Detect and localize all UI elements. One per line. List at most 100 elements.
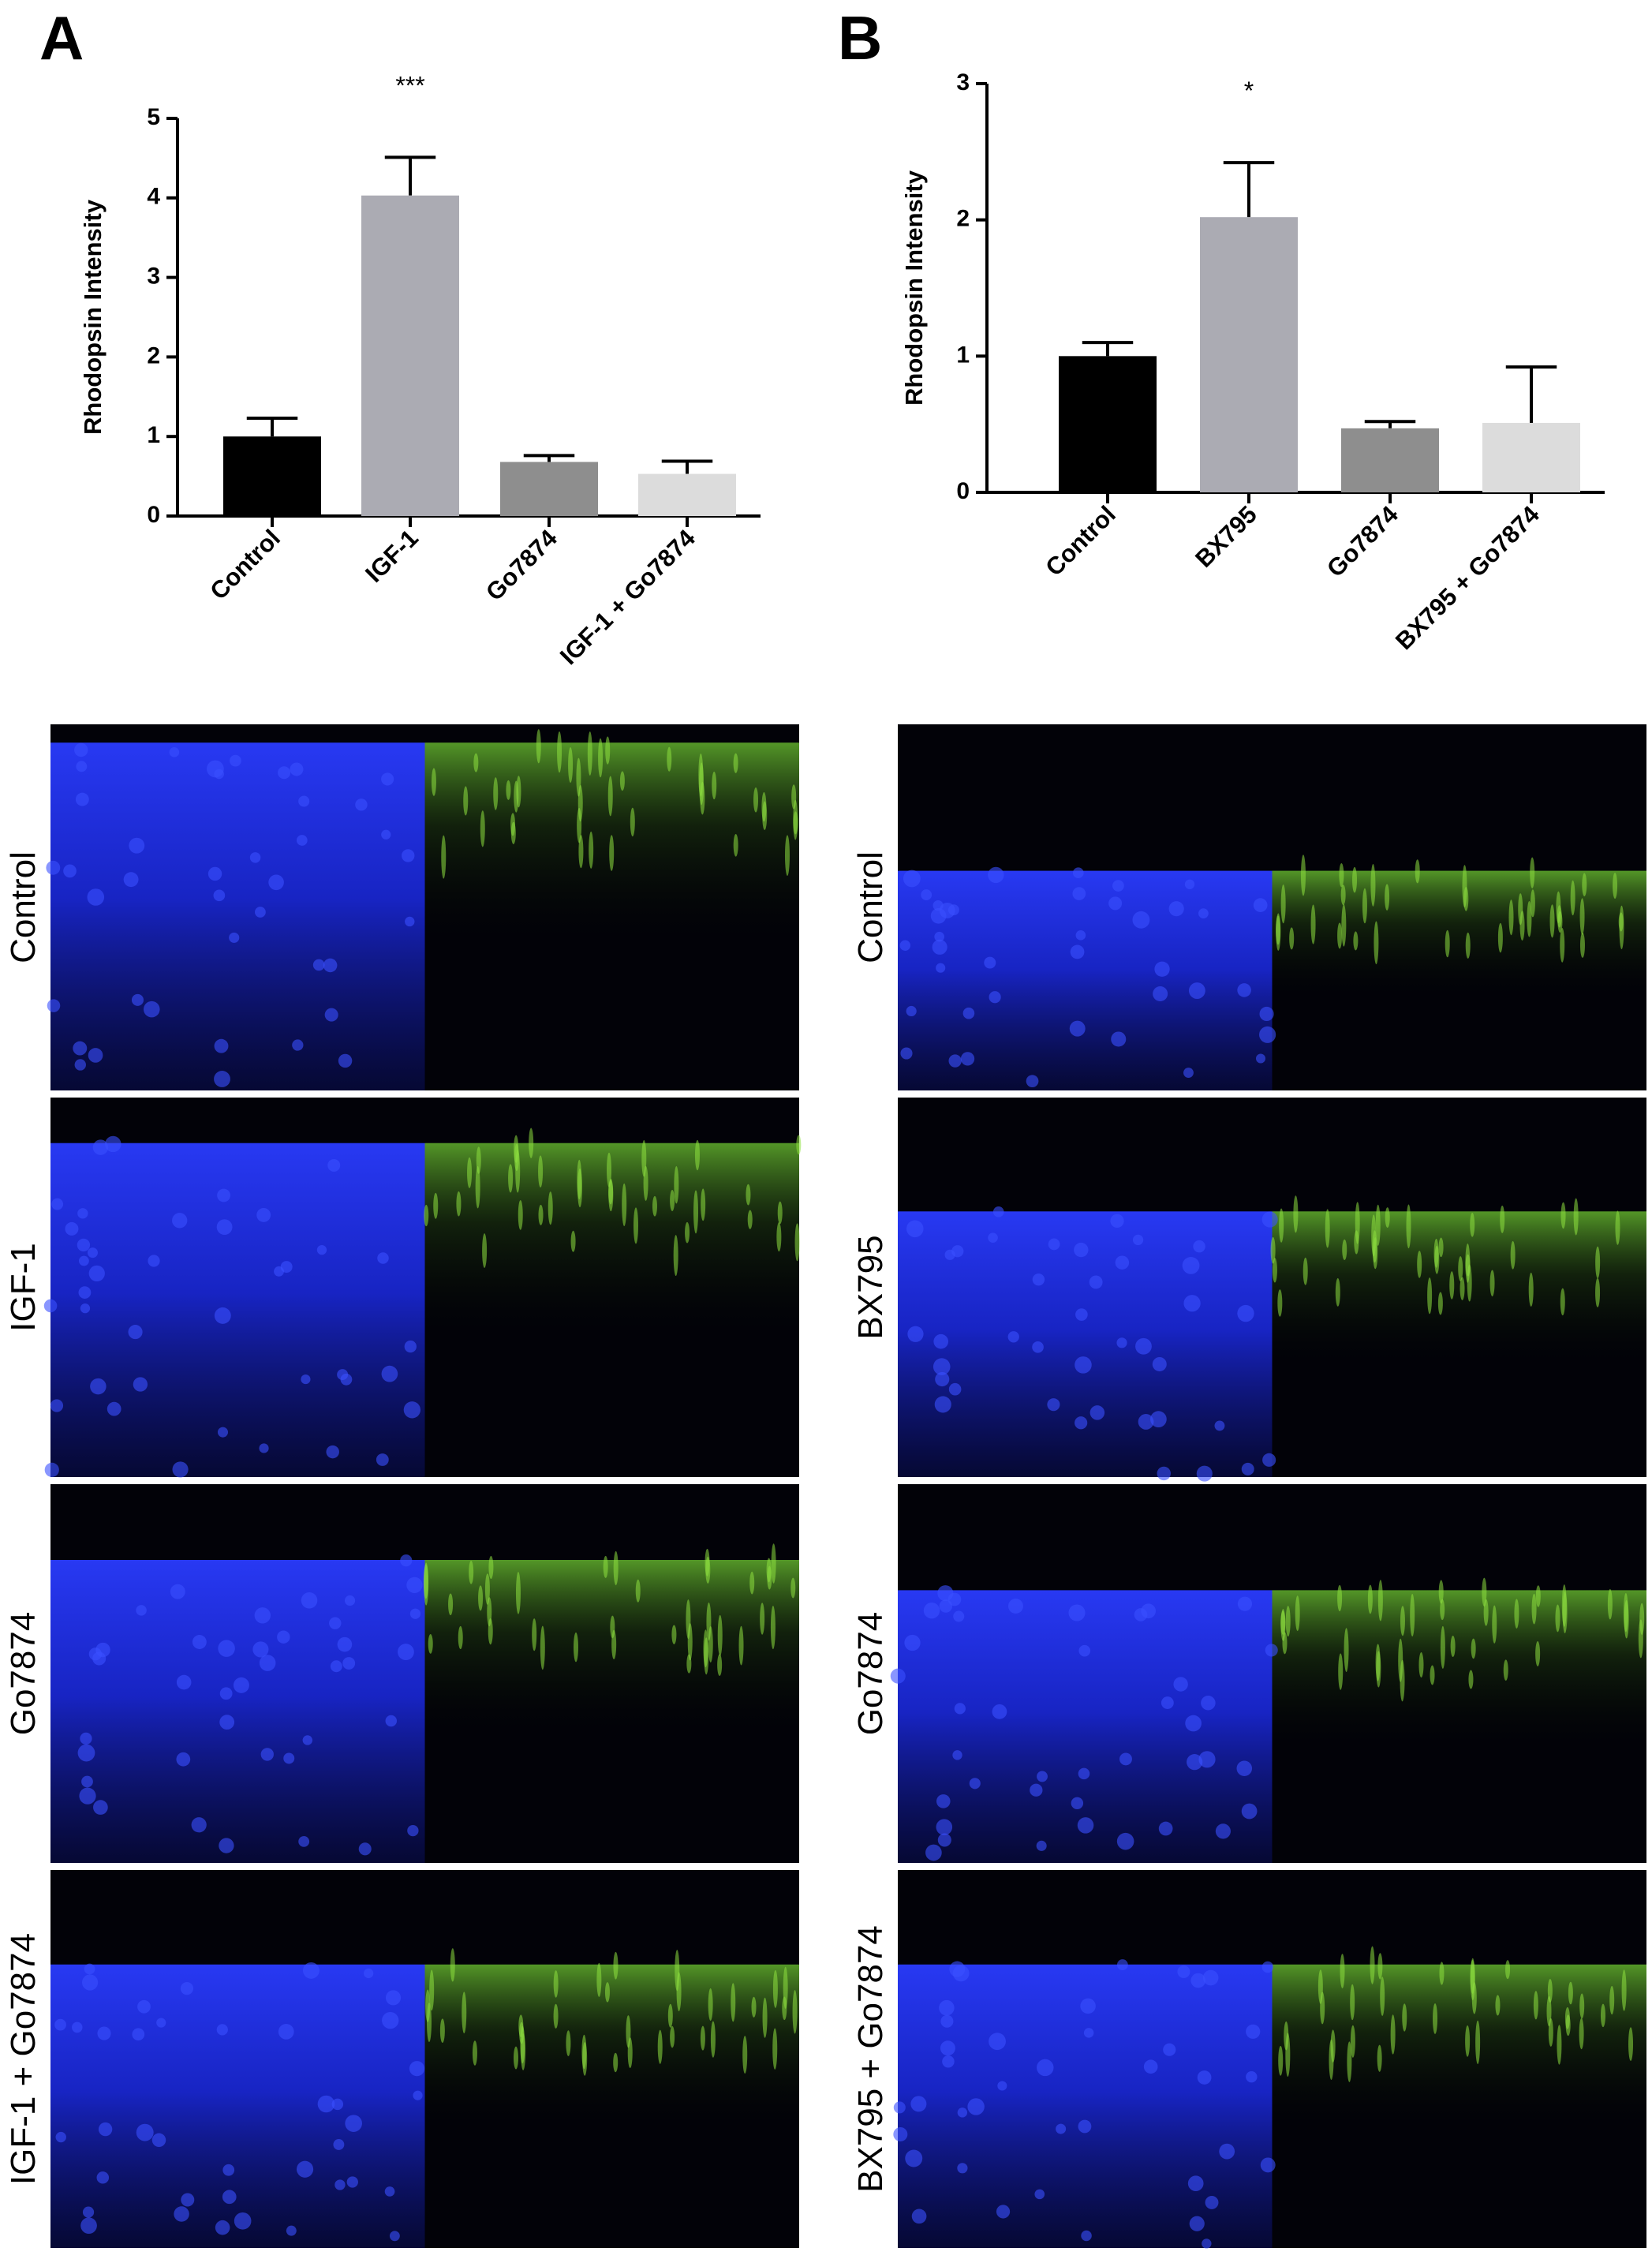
- rod: [493, 777, 499, 810]
- rod: [1628, 2027, 1634, 2061]
- nucleus: [222, 2190, 237, 2205]
- nucleus: [1034, 2189, 1045, 2200]
- rod: [1352, 866, 1358, 893]
- nucleus: [345, 2115, 362, 2132]
- nucleus: [1259, 1026, 1276, 1043]
- rod: [733, 753, 738, 773]
- rod: [1557, 2025, 1562, 2065]
- rod: [1495, 1995, 1501, 2016]
- nucleus: [402, 849, 415, 862]
- nucleus: [233, 1677, 249, 1693]
- rod: [1344, 1628, 1349, 1672]
- nucleus: [1201, 1696, 1216, 1711]
- rod: [557, 731, 563, 773]
- nucleus: [1056, 2123, 1067, 2134]
- rod: [1579, 932, 1585, 958]
- nucleus: [1070, 944, 1085, 959]
- nucleus: [1077, 1817, 1094, 1834]
- nucleus: [381, 829, 391, 840]
- rod: [1503, 1659, 1508, 1681]
- rod: [548, 1191, 553, 1225]
- nucleus: [1032, 1273, 1045, 1286]
- rod: [613, 1550, 619, 1586]
- nucleus: [1198, 908, 1209, 918]
- rod: [670, 1190, 675, 1211]
- nucleus: [55, 2131, 66, 2143]
- rod: [710, 2021, 716, 2058]
- nucleus: [957, 2163, 968, 2174]
- nucleus: [105, 1135, 121, 1153]
- nucleus: [1030, 1783, 1043, 1797]
- nucleus: [409, 1608, 421, 1619]
- rod: [570, 1230, 576, 1252]
- nucleus: [1135, 1337, 1152, 1355]
- rod: [746, 1184, 751, 1206]
- nucleus: [90, 1378, 107, 1395]
- rod: [738, 1625, 744, 1666]
- rod: [587, 731, 592, 776]
- rod: [1289, 927, 1295, 950]
- nucleus: [903, 870, 921, 888]
- rod: [1492, 1605, 1497, 1644]
- nuclei-layer: [50, 1143, 425, 1477]
- rod: [536, 729, 541, 764]
- rod: [1370, 863, 1376, 907]
- rod: [667, 2003, 673, 2028]
- nucleus: [181, 2193, 195, 2207]
- rod: [643, 1165, 648, 1201]
- nucleus: [1237, 1304, 1254, 1322]
- nucleus: [346, 2176, 358, 2188]
- nucleus: [932, 939, 947, 955]
- x-tick-label: Go7874: [480, 524, 563, 606]
- rod: [704, 1637, 709, 1675]
- micrograph: [898, 724, 1646, 1090]
- rod: [1335, 1277, 1340, 1307]
- nucleus: [296, 2160, 314, 2178]
- rod: [1373, 1237, 1378, 1270]
- row-label: BX795: [851, 1235, 890, 1339]
- nucleus: [376, 1453, 389, 1466]
- rod: [1367, 1584, 1373, 1614]
- nucleus: [77, 1744, 95, 1762]
- nucleus: [132, 2028, 145, 2041]
- nucleus: [88, 1265, 105, 1282]
- nucleus: [1037, 2059, 1054, 2077]
- rod: [598, 738, 604, 778]
- micrograph: [890, 1484, 1646, 1863]
- rod: [1370, 1946, 1375, 1984]
- nucleus: [906, 1005, 917, 1017]
- nucleus: [954, 1703, 966, 1715]
- nucleus: [156, 2018, 166, 2028]
- rod: [1463, 887, 1469, 911]
- nucleus: [1215, 1823, 1231, 1839]
- rod: [687, 1622, 693, 1661]
- nucleus: [1196, 1465, 1213, 1482]
- rod: [472, 2040, 477, 2066]
- micrograph: [898, 1098, 1646, 1482]
- nucleus: [1193, 1240, 1205, 1253]
- nucleus: [936, 1819, 953, 1835]
- rod: [1282, 1632, 1288, 1655]
- rod: [608, 1178, 614, 1212]
- nucleus: [123, 872, 139, 888]
- nucleus: [1187, 1754, 1203, 1771]
- nucleus: [900, 1047, 913, 1060]
- nucleus: [1187, 2175, 1204, 2192]
- nucleus: [1074, 1242, 1089, 1258]
- nucleus: [936, 963, 946, 973]
- rod: [450, 1948, 455, 1982]
- rod: [508, 1164, 514, 1193]
- nucleus: [400, 1554, 413, 1567]
- rod: [456, 1191, 462, 1217]
- rod: [685, 1221, 690, 1244]
- nucleus: [962, 1007, 975, 1019]
- nucleus: [1241, 1803, 1258, 1820]
- nucleus: [1198, 1751, 1216, 1768]
- nucleus: [947, 1592, 962, 1606]
- nucleus: [1116, 1337, 1127, 1348]
- rod: [1320, 1992, 1325, 2025]
- rod: [1295, 1595, 1300, 1632]
- y-tick-label: 1: [956, 342, 970, 368]
- nucleus: [47, 999, 61, 1012]
- nucleus: [939, 1999, 955, 2016]
